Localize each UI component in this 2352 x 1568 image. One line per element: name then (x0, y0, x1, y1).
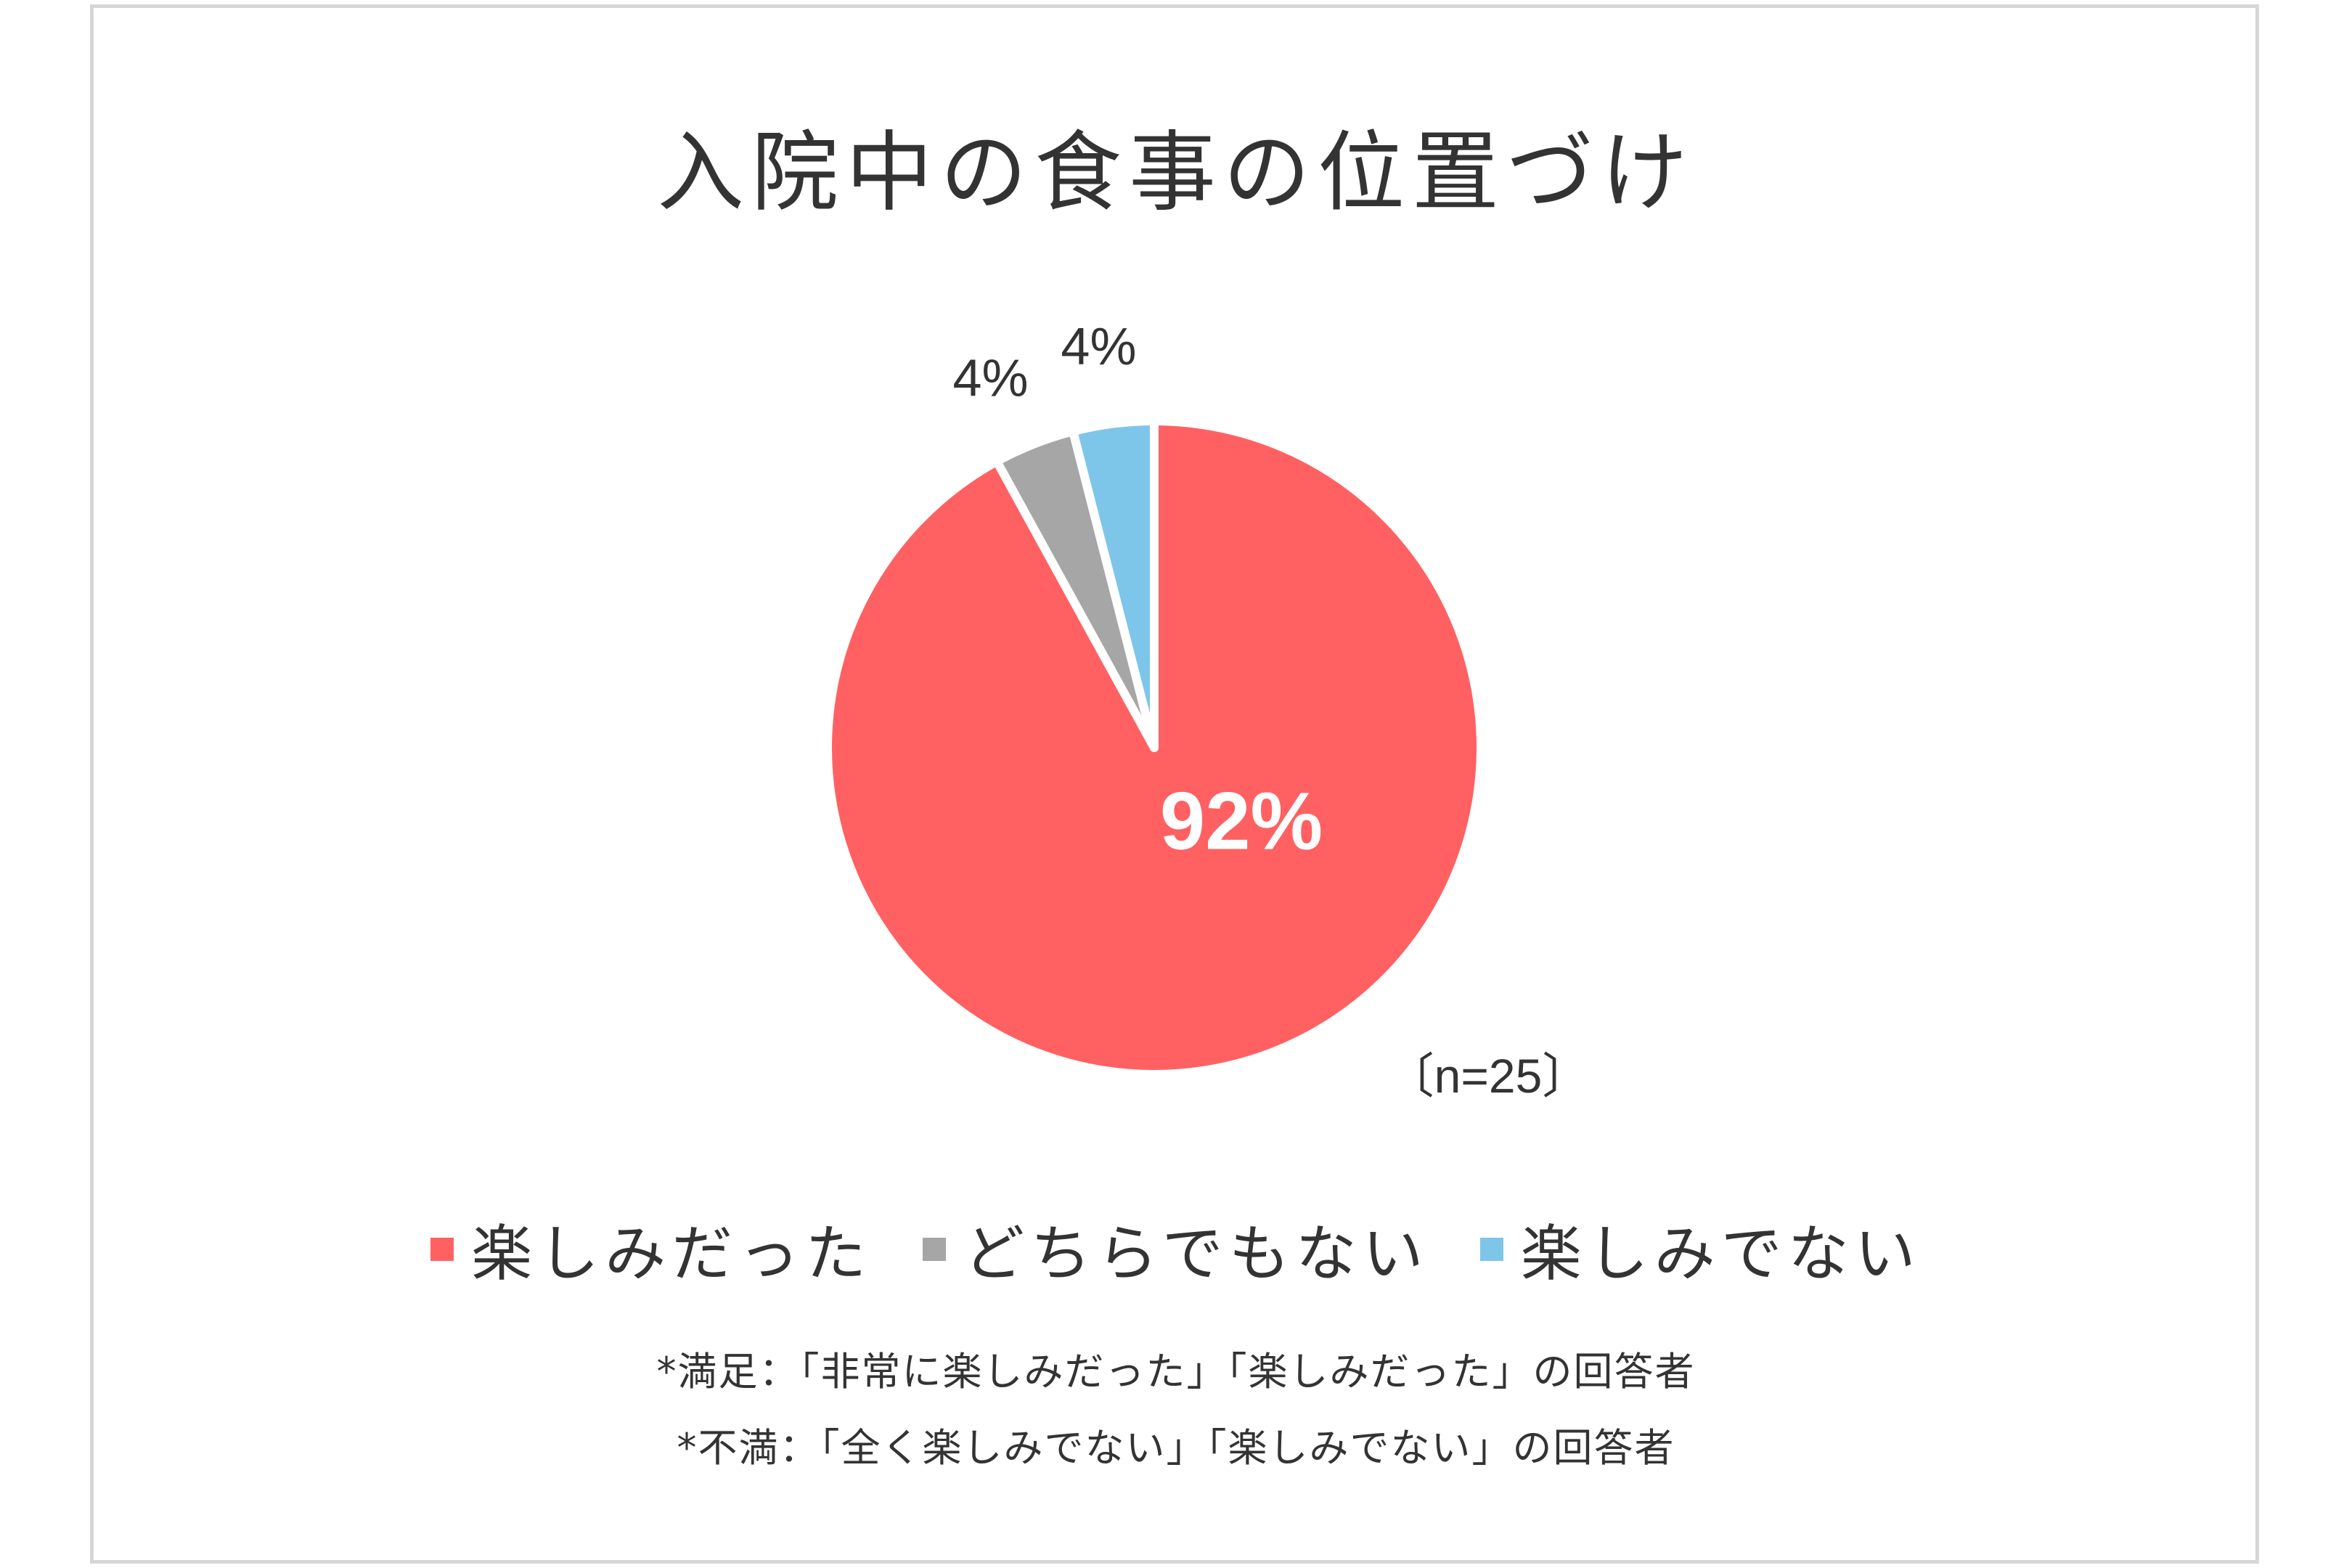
legend-swatch (923, 1237, 947, 1261)
legend-label: 楽しみでない (1520, 1218, 1922, 1289)
slice-not-enjoyed (1069, 417, 1159, 752)
sample-size-label: 〔n=25〕 (1387, 1049, 1591, 1103)
legend-label: 楽しみだった (471, 1218, 873, 1289)
legend-swatch (1479, 1237, 1503, 1261)
chart-title: 入院中の食事の位置づけ (657, 123, 1695, 224)
legend: 楽しみだった どちらでもない 楽しみでない (0, 1205, 2352, 1293)
note-dissatisfied: *不満：「全く楽しみでない」「楽しみでない」の回答者 (677, 1425, 1675, 1471)
data-label-not-enjoyed: 4% (1061, 318, 1136, 376)
data-label-enjoyed: 92% (1160, 776, 1323, 867)
legend-item-not-enjoyed: 楽しみでない (1479, 1205, 1922, 1293)
legend-swatch (430, 1237, 454, 1261)
legend-item-neutral: どちらでもない (923, 1205, 1429, 1293)
legend-item-enjoyed: 楽しみだった (430, 1205, 872, 1293)
note-satisfied: *満足：「非常に楽しみだった」「楽しみだった」の回答者 (656, 1349, 1696, 1395)
legend-label: どちらでもない (963, 1218, 1429, 1289)
data-label-neutral: 4% (952, 349, 1028, 407)
